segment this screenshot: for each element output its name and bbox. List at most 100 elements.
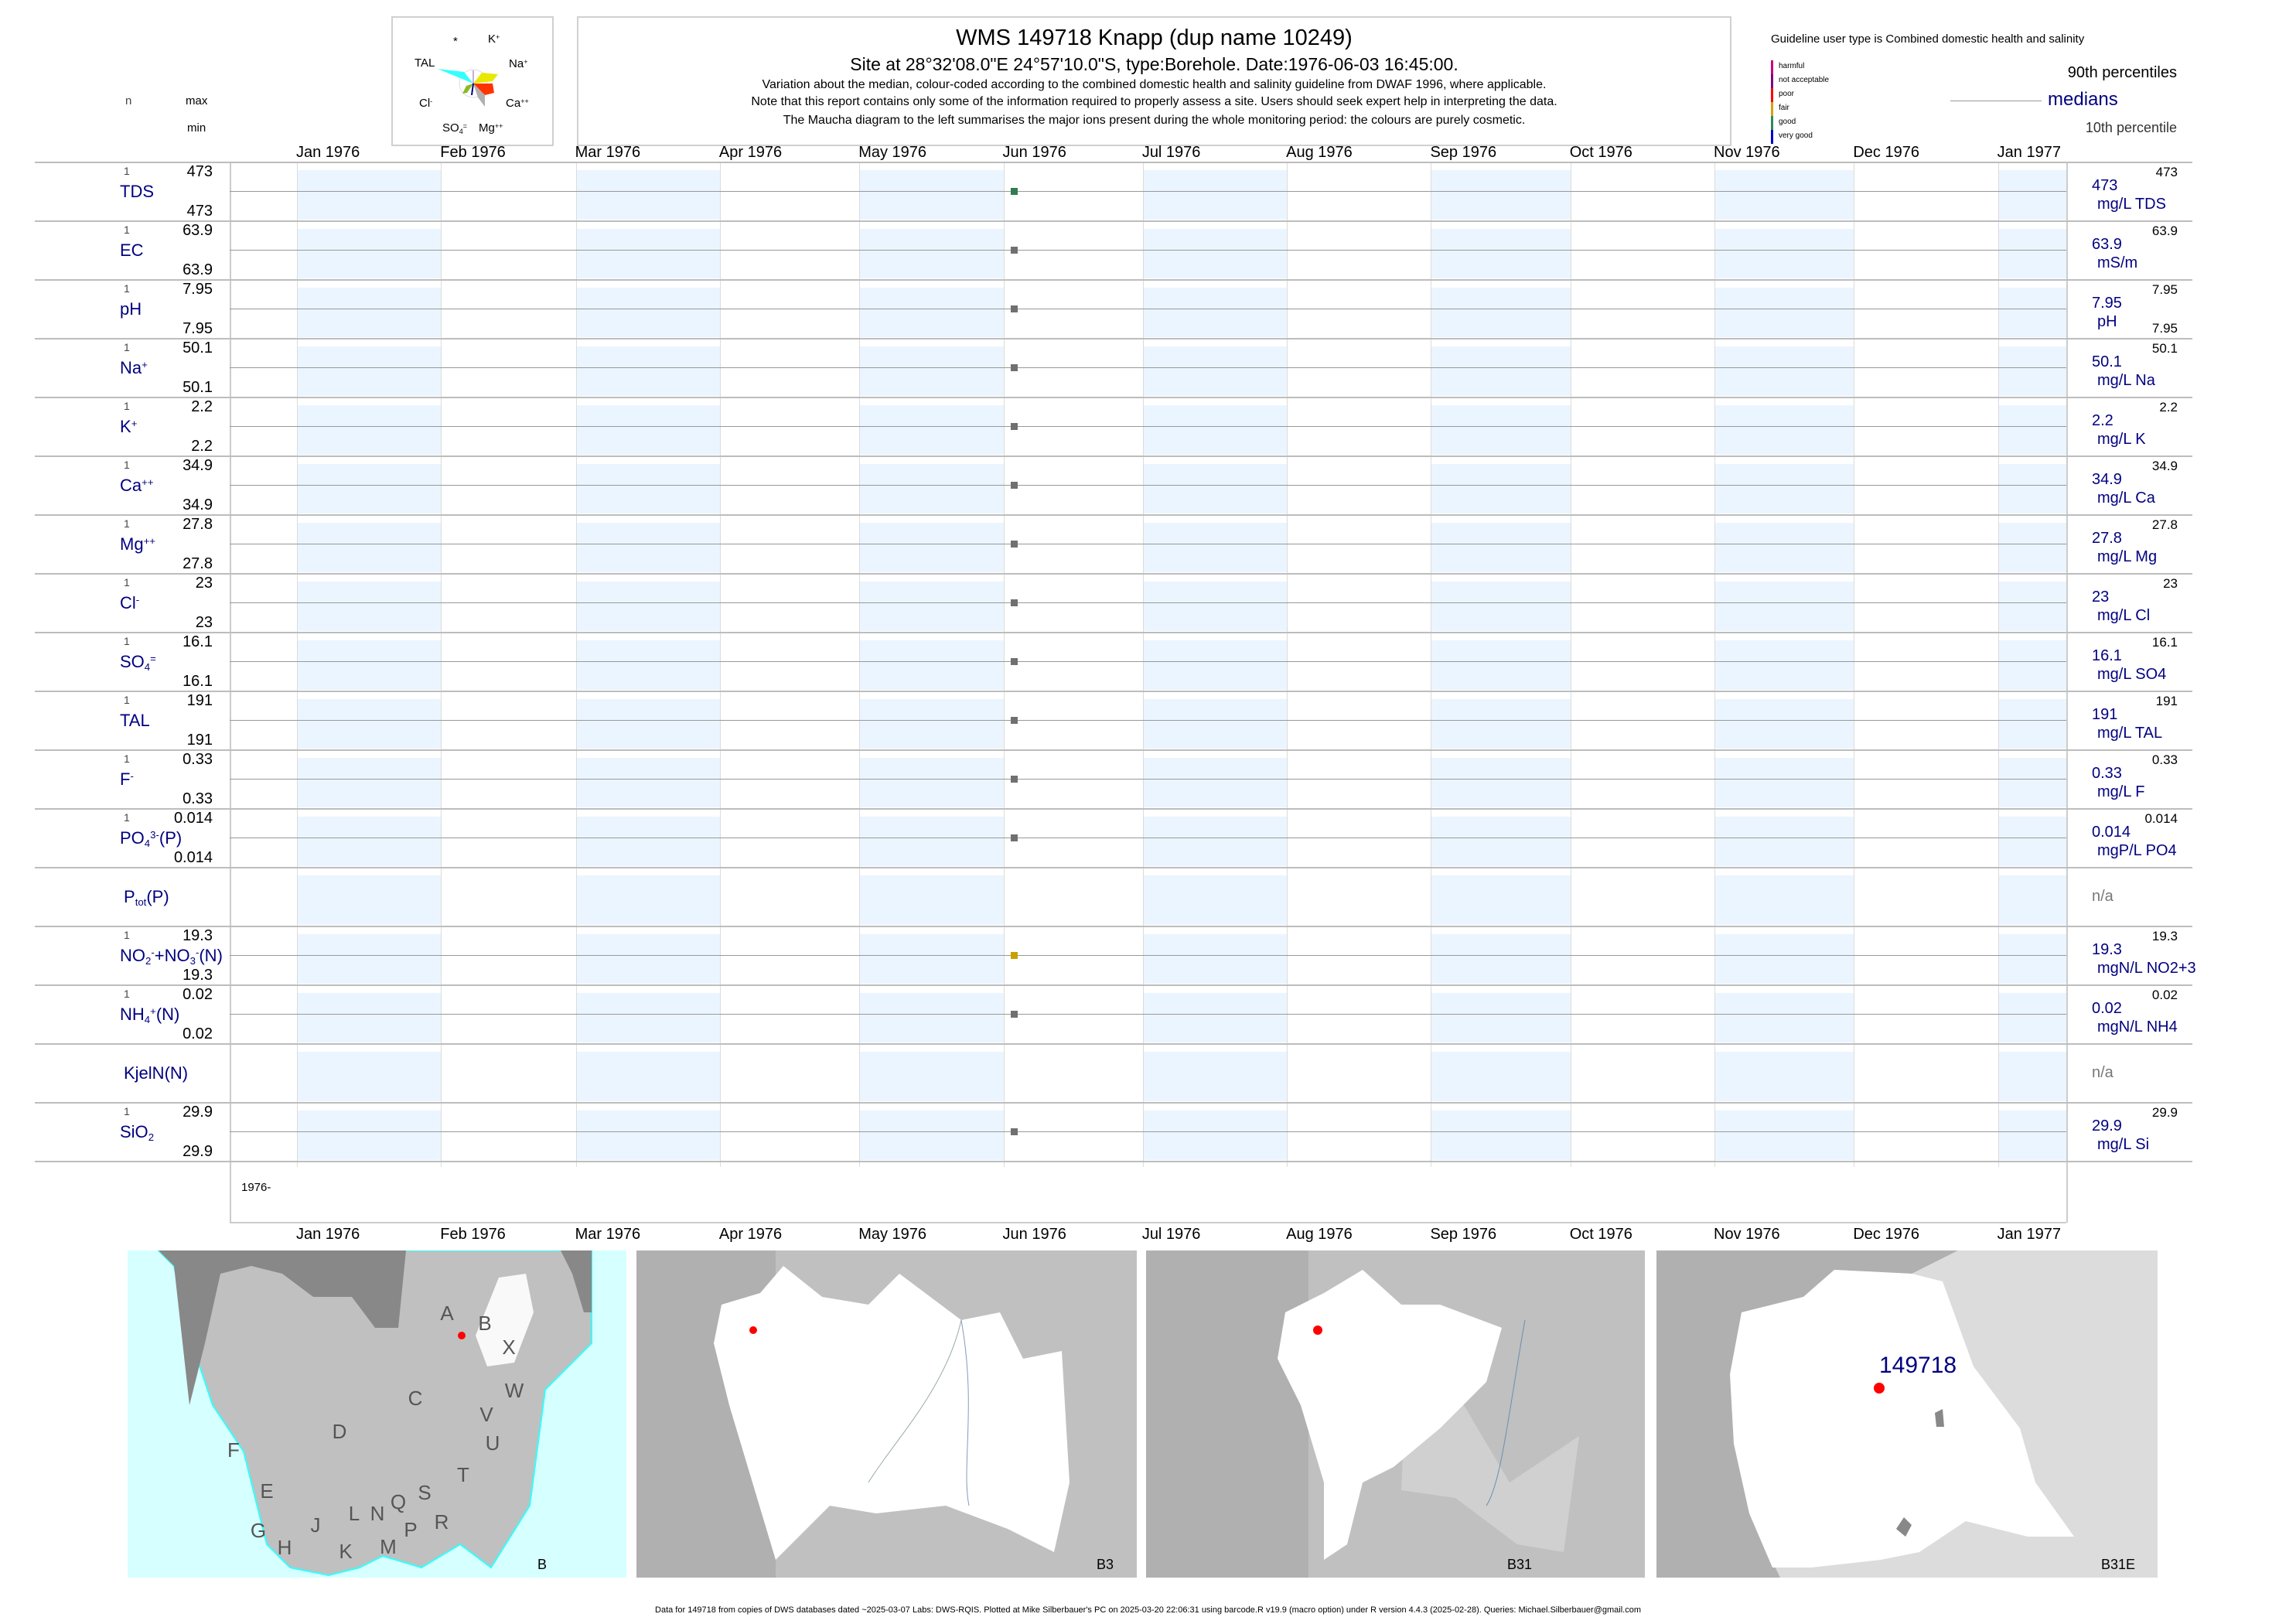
month-label-bottom: Aug 1976 xyxy=(1286,1226,1353,1243)
legend-class-label: harmful xyxy=(1779,62,1805,70)
legend-class-label: not acceptable xyxy=(1779,76,1830,84)
month-band xyxy=(1715,993,1855,1042)
month-band xyxy=(860,464,1005,513)
max-value: 34.9 xyxy=(183,457,213,474)
region-letter: L xyxy=(349,1502,360,1525)
plot-left-axis xyxy=(230,162,231,1223)
region-letter: Q xyxy=(391,1490,406,1513)
unit-label: mg/L Na xyxy=(2097,372,2155,389)
p90-value: 29.9 xyxy=(2151,1105,2178,1120)
site-marker xyxy=(749,1326,757,1334)
max-value: 23 xyxy=(195,575,213,592)
max-value: 2.2 xyxy=(191,398,213,415)
month-band xyxy=(860,817,1005,866)
month-band xyxy=(298,170,442,220)
month-band xyxy=(1998,758,2066,807)
parameter-label: TDS xyxy=(120,182,154,201)
parameter-label: Ca++ xyxy=(120,476,154,495)
month-label-top: Jan 1976 xyxy=(296,144,360,161)
row-divider xyxy=(35,1161,2192,1162)
month-band xyxy=(860,640,1005,690)
region-letter: R xyxy=(435,1510,449,1534)
parameter-label: pH xyxy=(120,299,142,319)
month-gridline xyxy=(297,162,298,1167)
unit-label: mgN/L NO2+3 xyxy=(2097,960,2196,977)
legend-class-label: very good xyxy=(1779,131,1813,140)
row-divider xyxy=(35,1043,2192,1045)
month-band xyxy=(1431,1052,1571,1101)
parameter-label: TAL xyxy=(120,711,150,730)
month-band xyxy=(1143,934,1288,984)
month-gridline xyxy=(859,162,861,1167)
max-value: 0.014 xyxy=(173,810,213,827)
p90-value: 23 xyxy=(2163,576,2178,591)
month-band xyxy=(298,817,442,866)
month-label-top: Mar 1976 xyxy=(575,144,641,161)
footer-credits: Data for 149718 from copies of DWS datab… xyxy=(655,1605,1641,1615)
month-band xyxy=(576,1111,721,1160)
month-band xyxy=(1143,170,1288,220)
month-band xyxy=(1143,817,1288,866)
row-divider xyxy=(35,1102,2192,1104)
row-divider xyxy=(35,808,2192,810)
legend-class-label: poor xyxy=(1779,90,1795,98)
month-band xyxy=(1715,288,1855,337)
sample-count: 1 xyxy=(124,400,130,412)
maucha-label-mg: Mg++ xyxy=(479,121,503,135)
month-band xyxy=(298,875,442,925)
max-value: 63.9 xyxy=(183,222,213,239)
parameter-label: Na+ xyxy=(120,358,148,377)
row-divider xyxy=(35,162,2192,163)
note-expert: Note that this report contains only some… xyxy=(751,95,1557,108)
month-band xyxy=(576,817,721,866)
p90-value: 2.2 xyxy=(2159,400,2178,415)
sample-count: 1 xyxy=(124,459,130,471)
month-band xyxy=(1431,699,1571,749)
parameter-label: Ptot(P) xyxy=(124,887,169,908)
p90-value: 16.1 xyxy=(2151,635,2178,650)
region-letter: N xyxy=(370,1502,385,1525)
month-band xyxy=(576,1052,721,1101)
month-band xyxy=(1143,1111,1288,1160)
region-letter: H xyxy=(278,1536,292,1559)
month-band xyxy=(1143,523,1288,572)
month-band xyxy=(1998,699,2066,749)
month-band xyxy=(298,1111,442,1160)
region-letter: D xyxy=(333,1420,347,1443)
month-band xyxy=(1715,1111,1855,1160)
month-band xyxy=(860,582,1005,631)
p90-value: 0.02 xyxy=(2151,988,2178,1002)
month-band xyxy=(1998,1111,2066,1160)
guideline-text: Guideline user type is Combined domestic… xyxy=(1771,32,2085,46)
month-band xyxy=(860,1052,1005,1101)
parameter-label: F- xyxy=(120,769,134,789)
legend-class-label: good xyxy=(1779,118,1796,126)
month-label-top: Sep 1976 xyxy=(1430,144,1497,161)
month-band xyxy=(1715,229,1855,278)
site-marker xyxy=(458,1332,466,1339)
month-band xyxy=(576,875,721,925)
map-b31e-catchment: 149718 B31E xyxy=(1656,1250,2158,1578)
maucha-ca xyxy=(473,84,494,95)
site-info: Site at 28°32'08.0"E 24°57'10.0"S, type:… xyxy=(850,54,1458,74)
parameter-label: NH4+(N) xyxy=(120,1005,180,1025)
month-band xyxy=(1715,758,1855,807)
data-point xyxy=(1010,952,1018,959)
maucha-cl xyxy=(462,84,473,94)
min-value: 0.014 xyxy=(173,849,213,866)
month-band xyxy=(1998,346,2066,396)
min-value: 34.9 xyxy=(183,496,213,513)
month-band xyxy=(1431,993,1571,1042)
parameter-label: SO4= xyxy=(120,652,156,673)
month-band xyxy=(860,1111,1005,1160)
median-line xyxy=(230,779,2066,780)
p90-value: 34.9 xyxy=(2151,459,2178,473)
not-available: n/a xyxy=(2092,1064,2113,1081)
month-gridline xyxy=(1714,162,1716,1167)
note-variation: Variation about the median, colour-coded… xyxy=(762,78,1547,91)
sample-count: 1 xyxy=(124,341,130,353)
unit-label: mgP/L PO4 xyxy=(2097,842,2177,859)
unit-label: mg/L F xyxy=(2097,783,2145,800)
row-divider xyxy=(35,984,2192,986)
data-point xyxy=(1010,1128,1018,1135)
